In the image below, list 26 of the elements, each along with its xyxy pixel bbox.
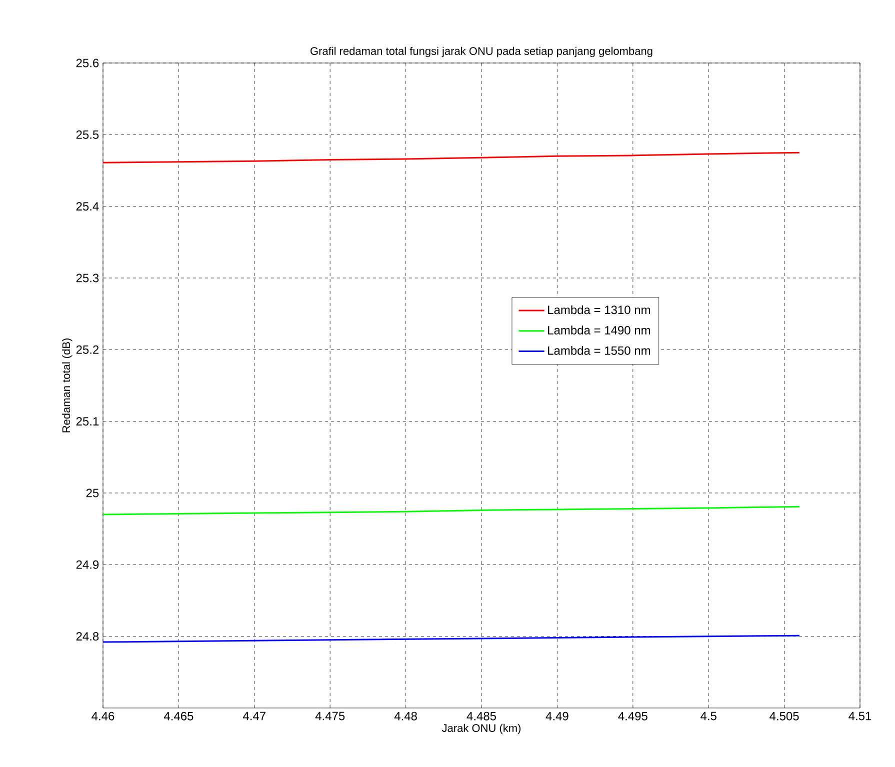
y-tick-label: 25.2 <box>76 345 99 354</box>
x-tick-label: 4.475 <box>315 712 345 720</box>
legend-label: Lambda = 1310 nm <box>548 305 650 314</box>
y-tick-label: 25.4 <box>76 202 99 211</box>
y-tick-label: 25.3 <box>76 274 99 282</box>
x-tick-label: 4.51 <box>848 712 872 720</box>
x-tick-label: 4.495 <box>618 712 648 720</box>
y-tick-label: 24.8 <box>76 632 99 641</box>
x-tick-label: 4.465 <box>164 712 194 720</box>
legend-label: Lambda = 1490 nm <box>548 326 650 334</box>
legend-label: Lambda = 1550 nm <box>548 346 650 355</box>
x-tick-label: 4.46 <box>92 712 114 720</box>
x-tick-label: 4.485 <box>466 712 496 720</box>
x-axis-title: Jarak ONU (km) <box>442 724 521 734</box>
x-tick-label: 4.505 <box>770 712 799 720</box>
y-tick-label: 25.6 <box>76 58 99 68</box>
x-tick-label: 4.48 <box>394 712 417 720</box>
y-tick-label: 25 <box>86 488 99 498</box>
y-axis-title: Redaman total (dB) <box>62 338 72 432</box>
x-tick-label: 4.49 <box>546 712 568 720</box>
y-tick-label: 25.5 <box>76 130 99 139</box>
x-tick-label: 4.47 <box>243 712 266 720</box>
chart-title: Grafil redaman total fungsi jarak ONU pada setiap panjang gelombang <box>310 46 652 58</box>
x-tick-label: 4.5 <box>700 712 716 720</box>
y-tick-label: 24.9 <box>76 560 99 569</box>
y-tick-label: 25.1 <box>76 417 99 426</box>
